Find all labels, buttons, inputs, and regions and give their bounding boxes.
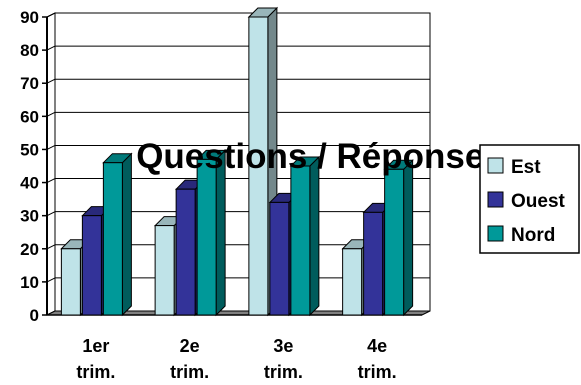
legend-swatch-est — [487, 157, 504, 174]
bar-nord-4 — [383, 159, 414, 317]
y-tick-label: 90 — [20, 8, 39, 27]
legend-label-ouest: Ouest — [511, 191, 566, 212]
bar-front — [175, 188, 196, 316]
y-tick-label: 50 — [20, 140, 39, 159]
y-tick-label: 70 — [20, 74, 39, 93]
gridline-side — [46, 211, 56, 217]
bar-nord-3 — [289, 155, 321, 317]
gridline-side — [46, 78, 56, 84]
bar-front — [60, 248, 81, 316]
legend-swatch-nord — [487, 225, 504, 242]
bar-front — [363, 211, 384, 316]
bar-nord-1 — [102, 152, 133, 317]
gridline-side — [46, 178, 56, 184]
x-category-label: 3e trim. — [264, 336, 303, 382]
legend-swatch-ouest — [487, 191, 504, 208]
bar-front — [342, 248, 363, 316]
gridline-side — [46, 12, 56, 18]
gridline-side — [46, 111, 56, 117]
bar-front — [384, 168, 405, 316]
bar-nord-2 — [195, 149, 227, 317]
chart-title: Questions / Réponses — [136, 137, 504, 176]
bar-front — [154, 225, 175, 316]
y-tick-label: 20 — [20, 240, 39, 259]
bar-side — [403, 159, 414, 317]
x-category-label: 1er trim. — [76, 336, 115, 382]
y-tick-label: 80 — [20, 41, 39, 60]
bar-side — [309, 155, 320, 317]
bars — [60, 6, 414, 317]
y-tick-label: 30 — [20, 207, 39, 226]
gridline-side — [46, 277, 56, 283]
side-wall — [46, 12, 56, 316]
x-category-label: 2e trim. — [170, 336, 209, 382]
y-axis-ticks: 0 10 20 30 40 50 60 70 80 90 — [20, 8, 39, 325]
gridline-side — [46, 144, 56, 150]
x-axis-categories: 1er trim. 2e trim. 3e trim. 4e trim. — [76, 336, 396, 382]
bar-front — [196, 158, 217, 316]
bar-front — [290, 165, 311, 316]
x-category-label: 4e trim. — [358, 336, 397, 382]
y-tick-label: 60 — [20, 107, 39, 126]
y-tick-label: 10 — [20, 273, 39, 292]
bar-side — [121, 152, 132, 317]
y-tick-label: 0 — [30, 306, 39, 325]
legend: Est Ouest Nord — [479, 144, 580, 254]
gridline-side — [46, 45, 56, 51]
legend-label-nord: Nord — [511, 225, 555, 246]
bar-front — [81, 215, 102, 316]
bar-front — [248, 16, 269, 316]
gridline-side — [46, 244, 56, 250]
bar-front — [269, 201, 290, 316]
bar-front — [102, 162, 123, 316]
y-tick-label: 40 — [20, 174, 39, 193]
legend-label-est: Est — [511, 157, 541, 178]
